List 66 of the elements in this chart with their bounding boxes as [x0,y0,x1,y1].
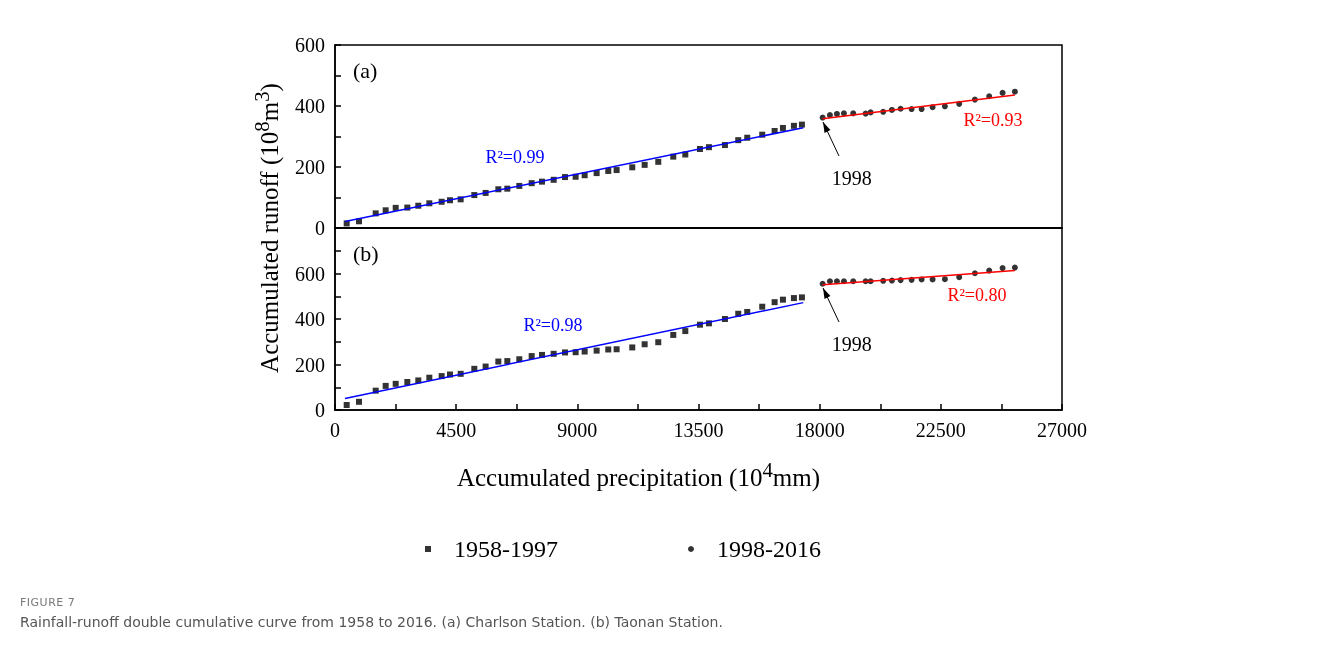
annotation: R²=0.99 [485,146,545,167]
point [343,401,350,408]
point [629,164,636,171]
point [581,348,588,355]
x-tick-label: 4500 [436,419,477,441]
x-axis-title: Accumulated precipitation (10$^{4}$mm) [456,457,821,493]
y-tick-label: 200 [295,156,325,178]
x-tick-label: 22500 [915,419,966,441]
point [779,124,786,131]
annotation: R²=0.80 [947,285,1007,306]
point [779,296,786,303]
point [605,346,612,353]
text: (b) [353,240,379,266]
y-tick-label: 0 [315,399,325,421]
point [382,207,389,214]
point [941,276,948,283]
y-tick-label: 200 [295,353,325,376]
point [605,167,612,174]
point [655,339,662,346]
point [1011,264,1018,271]
caption: FIGURE 7 [20,596,76,609]
text: (a) [353,57,378,83]
x-tick-label: 13500 [673,419,724,441]
point [382,382,389,389]
point [1011,88,1018,95]
y-tick-label: 400 [295,308,325,330]
point [613,346,620,353]
point [655,158,662,165]
annotation: 1998 [831,332,872,355]
annotation: R²=0.98 [523,314,583,335]
annotation: 1998 [831,166,872,189]
point [504,358,511,365]
x-tick-label: 9000 [557,419,598,441]
point [790,295,797,302]
point [528,353,535,360]
y-tick-label: 400 [295,95,325,117]
point [670,331,677,338]
y-tick-label: 600 [295,34,325,56]
annotation: R²=0.93 [963,109,1023,130]
point [682,328,689,335]
point [999,265,1006,272]
point [629,344,636,351]
text: Rainfall-runoff double cumulative curve from 1958 to 2016. (a) Charlson Station. (b) Taonan Station. [20,614,723,630]
x-tick-label: 18000 [794,419,845,441]
point [613,167,620,174]
point [798,121,805,128]
x-tick-label: 27000 [1037,419,1087,441]
point [355,398,362,405]
point [771,299,778,306]
point [833,110,840,117]
point [392,380,399,387]
y-tick-label: 600 [295,262,325,285]
point [956,274,963,281]
point [404,379,411,386]
point [641,341,648,348]
x-tick-label: 0 [330,419,340,441]
point [495,358,502,365]
point [593,347,600,354]
point [798,294,805,301]
legend-label: 1998-2016 [716,536,821,562]
point [759,303,766,310]
point [641,161,648,168]
y-tick-label: 0 [315,217,325,239]
point [790,122,797,129]
legend-label: 1958-1997 [454,536,558,562]
point [999,89,1006,96]
